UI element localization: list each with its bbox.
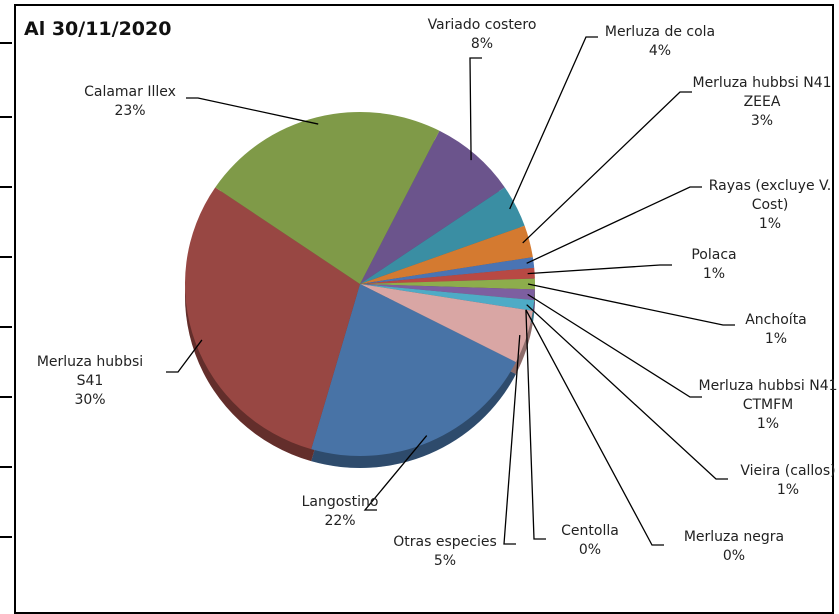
cell-border [0, 536, 12, 538]
slice-label: Otras especies 5% [380, 533, 510, 571]
value-label: 3% [750, 113, 774, 129]
pie-slice [360, 278, 535, 290]
pie-slice [185, 187, 360, 450]
category-label: Otras especies [393, 534, 497, 550]
cell-border [0, 396, 12, 398]
value-label: 1% [758, 216, 782, 232]
slice-label: Rayas (excluye V. Cost) 1% [700, 177, 839, 234]
cell-border [0, 326, 12, 328]
leader-line [527, 283, 735, 326]
slice-label: Merluza hubbsi N41 CTMFM 1% [698, 377, 838, 434]
value-label: 30% [74, 392, 106, 408]
value-label: 8% [470, 36, 494, 52]
category-label: Centolla [561, 523, 619, 539]
slice-label: Calamar Illex 23% [70, 83, 190, 121]
cell-border [0, 116, 12, 118]
cell-border [0, 256, 12, 258]
pie-slice [360, 130, 505, 284]
slice-label: Merluza hubbsi S41 30% [30, 353, 150, 410]
pie-slice [311, 284, 516, 456]
pie-slice [360, 267, 535, 284]
category-label: Vieira (callos) [740, 463, 836, 479]
cell-border [0, 186, 12, 188]
value-label: 23% [114, 103, 146, 119]
value-label: 1% [764, 331, 788, 347]
pie-slice [215, 112, 440, 284]
value-label: 1% [776, 482, 800, 498]
slice-label: Merluza de cola 4% [595, 23, 725, 61]
slice-label: Anchoíta 1% [731, 311, 821, 349]
leader-line [469, 57, 482, 161]
leader-line [363, 435, 428, 511]
leader-line [526, 304, 728, 480]
slice-label: Polaca 1% [669, 246, 759, 284]
leader-line [522, 91, 692, 244]
category-label: Merluza hubbsi S41 [36, 354, 144, 389]
leader-line [526, 186, 702, 264]
cell-border [0, 466, 12, 468]
pie-slice [360, 284, 535, 301]
category-label: Merluza negra [683, 529, 785, 545]
pie-slice [360, 284, 535, 311]
value-label: 5% [433, 553, 457, 569]
category-label: Merluza hubbsi N41 CTMFM [698, 378, 838, 413]
leader-line [186, 97, 319, 125]
pie-slice [360, 257, 535, 284]
value-label: 1% [702, 266, 726, 282]
value-label: 22% [324, 513, 356, 529]
category-label: Variado costero [427, 17, 537, 33]
leader-line [525, 309, 546, 540]
category-label: Merluza de cola [604, 24, 716, 40]
value-label: 0% [722, 548, 746, 564]
leader-line [525, 309, 664, 546]
slice-label: Merluza negra 0% [669, 528, 799, 566]
chart-title: Al 30/11/2020 [24, 18, 172, 40]
slice-label: Variado costero 8% [407, 16, 557, 54]
category-label: Rayas (excluye V. Cost) [708, 178, 832, 213]
leader-line [527, 293, 702, 398]
slice-label: Centolla 0% [550, 522, 630, 560]
pie-slice [360, 225, 533, 284]
leader-line [527, 264, 672, 275]
value-label: 0% [578, 542, 602, 558]
leader-line [166, 339, 203, 373]
slice-label: Langostino 22% [290, 493, 390, 531]
value-label: 1% [756, 416, 780, 432]
category-label: Calamar Illex [84, 84, 176, 100]
pie-slice [360, 284, 533, 363]
cell-border [0, 42, 12, 44]
category-label: Merluza hubbsi N41 ZEEA [692, 75, 832, 110]
pie-slice [360, 187, 525, 284]
slice-label: Vieira (callos) 1% [723, 462, 839, 500]
category-label: Anchoíta [745, 312, 807, 328]
value-label: 4% [648, 43, 672, 59]
slice-label: Merluza hubbsi N41 ZEEA 3% [692, 74, 832, 131]
leader-line [503, 334, 521, 545]
category-label: Polaca [691, 247, 737, 263]
category-label: Langostino [301, 494, 379, 510]
leader-line [509, 36, 598, 210]
